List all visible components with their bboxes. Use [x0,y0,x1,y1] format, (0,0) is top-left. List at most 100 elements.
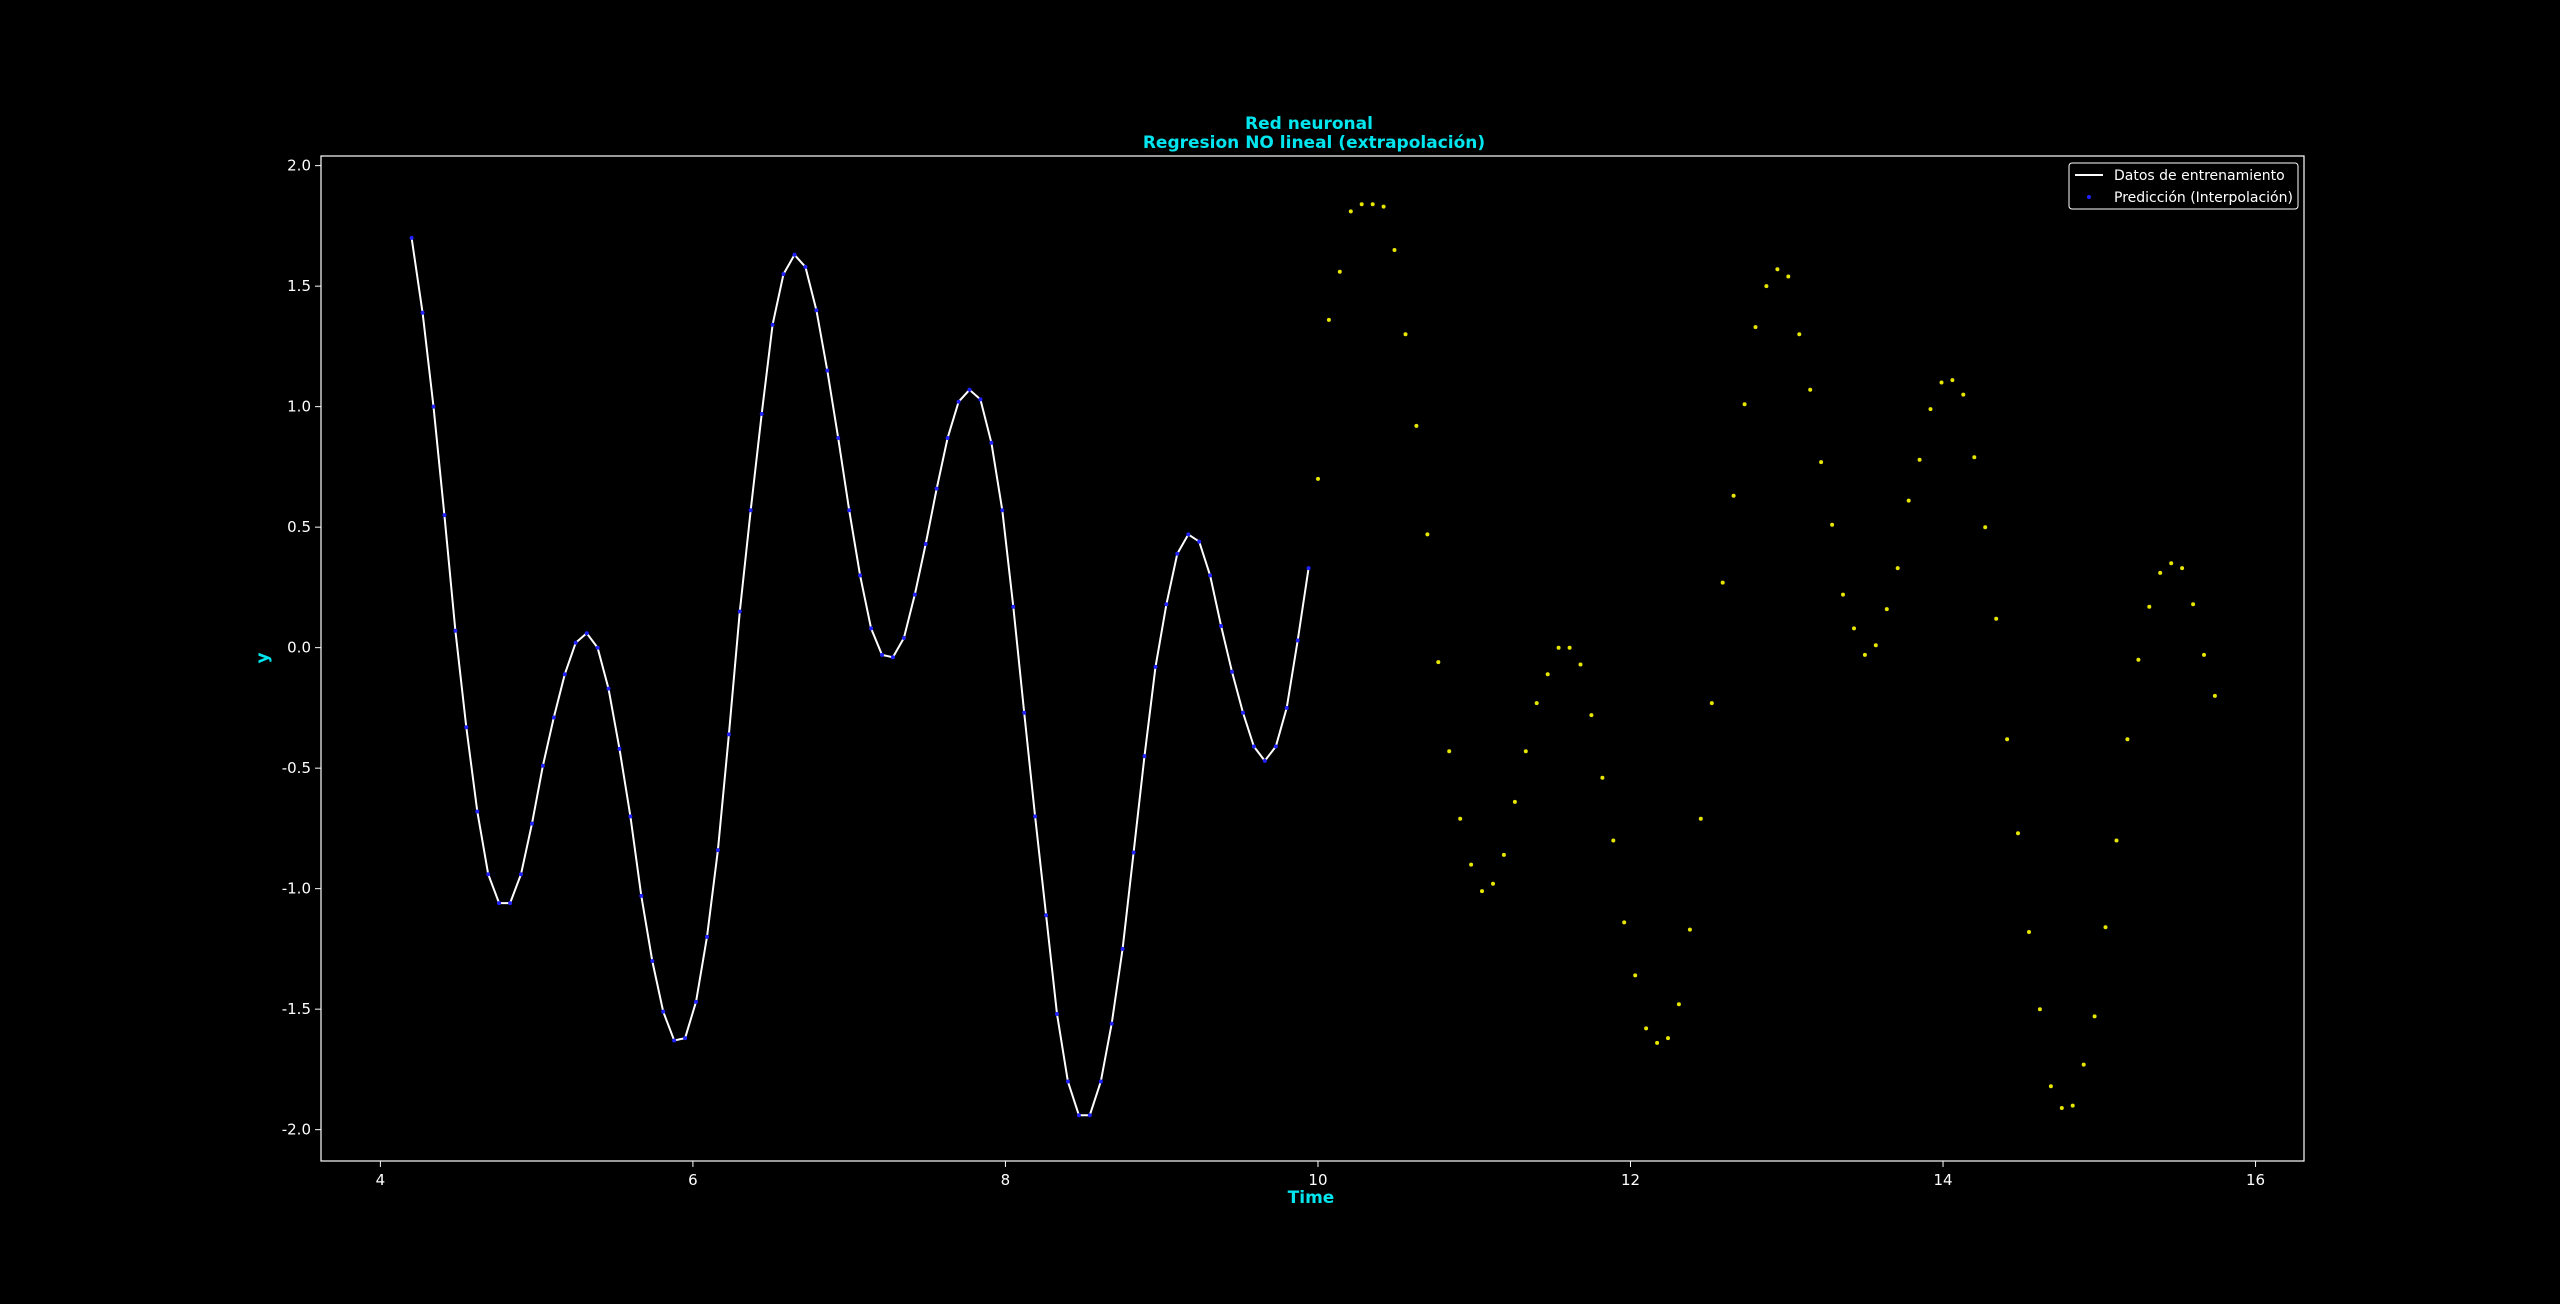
series-2-point [1950,378,1955,383]
series-1-point [486,872,491,877]
series-2-point [1983,525,1988,530]
series-2-point [2136,657,2141,662]
series-2-point [2125,737,2130,742]
x-tick-label: 8 [1001,1171,1011,1189]
series-1-point [540,763,545,768]
series-2-point [1961,392,1966,397]
series-1-point [1109,1021,1114,1026]
legend-swatch-point [2087,195,2091,199]
series-2-point [2070,1103,2075,1108]
series-1-point [1087,1113,1092,1118]
series-1-point [1131,850,1136,855]
series-2-point [1841,592,1845,597]
series-2-point [1556,645,1561,650]
series-2-point [1808,387,1813,392]
x-tick-label: 14 [1933,1171,1952,1189]
series-2-point [1852,626,1856,631]
series-2-point [1895,566,1900,571]
chart-title: Red neuronal [1245,114,1373,134]
legend-box [2068,162,2299,210]
series-1-point [475,809,480,814]
series-1-point [737,609,742,614]
series-2-point [1633,973,1638,978]
series-1-point [1044,913,1049,918]
series-2-point [1326,317,1331,322]
series-1-point [1175,551,1180,556]
series-2-point [1458,816,1463,821]
series-1-point [1022,710,1027,715]
y-tick-label: 0.0 [287,639,311,657]
series-2-point [1425,532,1430,537]
series-2-point [1709,701,1714,706]
series-2-point [1906,498,1911,503]
series-1-point [1055,1012,1059,1016]
series-2-point [1786,274,1791,279]
series-2-point [1873,643,1878,648]
series-2-point [1501,852,1506,857]
plot-area [409,202,2217,1118]
series-1-point [781,272,786,277]
series-2-point [2114,838,2119,843]
series-2-point [1884,607,1889,612]
series-2-point [1830,522,1835,527]
series-2-point [2016,831,2020,836]
series-2-point [1720,580,1725,585]
series-2-point [1316,476,1320,481]
series-1-point [1153,664,1158,669]
series-1-point [967,387,972,392]
series-1-point [453,628,458,633]
series-2-point [1928,407,1933,412]
x-tick-label: 16 [2246,1171,2265,1189]
series-1-point [497,901,502,906]
series-1-point [431,404,436,409]
series-2-point [1589,713,1594,718]
legend-entry: Predicción (Interpolación) [2114,190,2293,206]
series-2-point [1676,1002,1681,1007]
series-1-point [573,640,578,645]
series-1-point [715,848,720,853]
series-2-point [2048,1084,2053,1089]
series-2-point [1534,701,1539,706]
y-axis-label: y [253,652,273,663]
series-1-point [519,872,523,877]
series-2-point [1655,1040,1660,1045]
x-tick-label: 6 [688,1171,698,1189]
series-2-point [1939,380,1944,385]
series-2-point [2202,652,2206,657]
series-2-point [1644,1026,1649,1031]
series-2-point [1578,662,1583,667]
plot-frame [320,155,2305,1162]
series-2-point [2037,1007,2042,1012]
series-2-point [1764,284,1769,289]
x-tick-label: 10 [1308,1171,1327,1189]
series-2-point [1523,749,1528,754]
y-tick-label: -2.0 [282,1121,311,1139]
series-2-point [1491,881,1495,886]
series-1-point [1208,573,1213,578]
series-2-point [1337,269,1342,274]
series-1-point [1142,754,1147,759]
series-1-point [694,999,698,1004]
series-2-point [2092,1014,2097,1019]
series-2-point [1414,423,1419,428]
series-1-point [1241,710,1245,715]
x-tick-label: 12 [1621,1171,1640,1189]
y-tick-label: -0.5 [282,759,311,777]
series-2-point [1480,889,1484,894]
series-1-point [1230,669,1234,674]
series-2-point [1819,460,1824,465]
series-2-point [1469,862,1474,867]
series-1-point [595,645,600,650]
series-1-point [584,631,589,636]
series-1-point [901,636,906,640]
series-2-point [1370,202,1375,207]
chart-subtitle: Regresion NO lineal (extrapolación) [1143,133,1485,153]
series-2-point [1436,660,1441,665]
series-1-point [1098,1079,1103,1084]
series-1-point [1033,814,1038,819]
series-1-point [464,725,469,730]
series-2-point [1742,402,1747,407]
series-2-point [1972,455,1977,460]
y-tick-label: 2.0 [287,157,311,175]
